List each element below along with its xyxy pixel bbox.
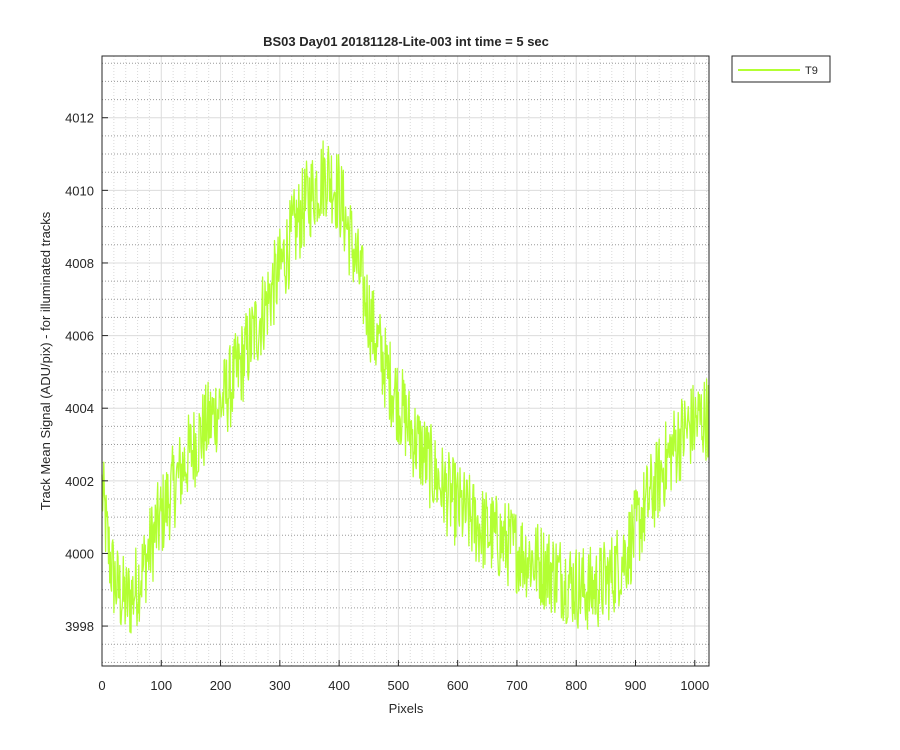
- y-tick-label: 3998: [65, 619, 94, 634]
- legend[interactable]: T9: [731, 55, 831, 83]
- x-tick-label: 200: [210, 678, 232, 693]
- chart-title: BS03 Day01 20181128-Lite-003 int time = …: [263, 34, 549, 49]
- y-tick-label: 4010: [65, 183, 94, 198]
- x-tick-label: 600: [447, 678, 469, 693]
- y-tick-label: 4002: [65, 474, 94, 489]
- y-tick-label: 4004: [65, 401, 94, 416]
- x-tick-label: 500: [388, 678, 410, 693]
- series-line-t9: [101, 140, 710, 634]
- x-tick-label: 900: [625, 678, 647, 693]
- ticks: 0 100 200 300 400 500 600 700 800 900 1000 3998 4000…: [65, 111, 709, 693]
- axes-box: [101, 55, 710, 667]
- y-tick-label: 4000: [65, 546, 94, 561]
- x-axis-label: Pixels: [389, 701, 424, 716]
- legend-label-t9: T9: [805, 65, 818, 77]
- x-tick-label: 300: [269, 678, 291, 693]
- x-tick-label: 0: [98, 678, 105, 693]
- x-tick-label: 800: [565, 678, 587, 693]
- y-tick-label: 4008: [65, 256, 94, 271]
- x-tick-label: 700: [506, 678, 528, 693]
- y-axis-label: Track Mean Signal (ADU/pix) - for illumi…: [38, 211, 53, 510]
- x-tick-label: 400: [328, 678, 350, 693]
- y-tick-label: 4012: [65, 111, 94, 126]
- y-tick-label: 4006: [65, 329, 94, 344]
- x-tick-label: 100: [150, 678, 172, 693]
- x-tick-label: 1000: [680, 678, 709, 693]
- series-layer: [101, 140, 710, 634]
